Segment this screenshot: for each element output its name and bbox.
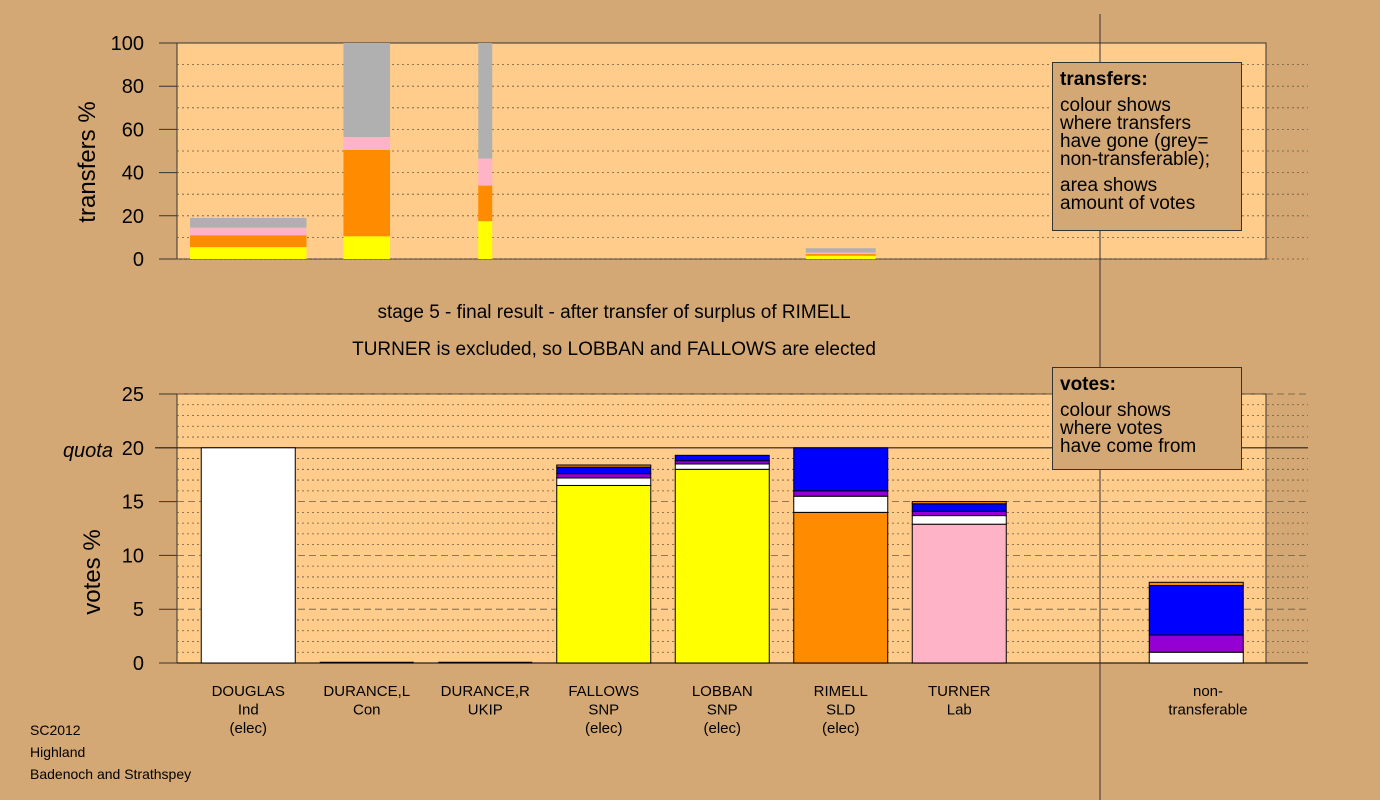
transfers-legend-line: amount of votes — [1060, 193, 1196, 214]
vote-segment — [911, 523, 1007, 664]
vote-segment — [911, 515, 1007, 525]
votes-y-axis: 0 5 10 15 20 25 — [122, 384, 177, 675]
vote-segment — [793, 490, 889, 497]
votes-legend-title: votes: — [1060, 374, 1116, 395]
quota-label: quota — [63, 440, 113, 462]
y-tick-label: 15 — [122, 492, 144, 514]
y-tick-label: 25 — [122, 384, 144, 406]
transfer-segment — [190, 235, 307, 248]
vote-segment — [200, 447, 296, 664]
vote-segment — [674, 468, 770, 664]
votes-legend-line: colour shows — [1060, 400, 1171, 421]
vote-segment — [911, 501, 1007, 505]
vote-segment — [793, 511, 889, 664]
vote-segment — [911, 510, 1007, 517]
candidate-label: transferable — [1168, 702, 1247, 719]
transfer-segment — [805, 254, 876, 256]
candidate-label: DOUGLAS — [212, 683, 285, 700]
transfers-y-axis-label: transfers % — [74, 101, 101, 222]
transfer-segment — [343, 149, 391, 237]
candidate-label: LOBBAN — [692, 683, 753, 700]
vote-segment — [556, 466, 652, 475]
chart-title-line2: TURNER is excluded, so LOBBAN and FALLOW… — [352, 339, 876, 360]
candidate-label: SNP — [588, 702, 619, 719]
candidate-label: non- — [1193, 683, 1223, 700]
transfers-legend-line: where transfers — [1060, 113, 1191, 134]
transfers-legend-line: non-transferable); — [1060, 149, 1210, 170]
y-tick-label: 5 — [133, 599, 144, 621]
transfers-gridlines — [177, 64, 1308, 260]
y-tick-label: 20 — [122, 438, 144, 460]
votes-bars — [200, 447, 1244, 664]
candidate-label: TURNER — [928, 683, 991, 700]
candidate-label: Con — [353, 702, 381, 719]
transfers-legend: transfers: colour shows where transfers … — [1052, 62, 1242, 231]
votes-legend: votes: colour shows where votes have com… — [1052, 367, 1242, 470]
vote-segment — [1148, 634, 1244, 653]
transfers-legend-line: have gone (grey= — [1060, 131, 1209, 152]
candidate-labels: DOUGLASInd(elec)DURANCE,LConDURANCE,RUKI… — [212, 683, 1248, 737]
vote-segment — [793, 447, 889, 492]
votes-legend-line: have come from — [1060, 436, 1197, 457]
y-tick-label: 10 — [122, 545, 144, 567]
candidate-label: UKIP — [468, 702, 503, 719]
transfer-segment — [478, 185, 493, 222]
votes-legend-line: where votes — [1060, 418, 1163, 439]
vote-segment — [556, 464, 652, 468]
vote-segment — [674, 454, 770, 462]
y-tick-label: 60 — [122, 119, 144, 141]
votes-y-axis-label: votes % — [79, 529, 106, 614]
transfer-segment — [190, 247, 307, 259]
candidate-label: SLD — [826, 702, 855, 719]
transfer-segment — [190, 227, 307, 236]
candidate-label: DURANCE,R — [441, 683, 530, 700]
transfer-segment — [478, 158, 493, 186]
vote-segment — [793, 495, 889, 513]
footer-year: SC2012 — [30, 722, 81, 738]
transfers-legend-line: area shows — [1060, 175, 1158, 196]
vote-segment — [1148, 581, 1244, 587]
vote-segment — [556, 484, 652, 664]
transfers-bars — [190, 43, 876, 259]
y-tick-label: 80 — [122, 76, 144, 98]
transfer-segment — [190, 217, 307, 228]
candidate-label: (elec) — [229, 720, 267, 737]
candidate-label: SNP — [707, 702, 738, 719]
candidate-label: (elec) — [703, 720, 741, 737]
y-tick-label: 20 — [122, 206, 144, 228]
transfer-segment — [478, 43, 493, 159]
vote-segment — [911, 503, 1007, 512]
vote-segment — [1148, 585, 1244, 636]
transfer-segment — [343, 236, 391, 259]
candidate-label: Lab — [947, 702, 972, 719]
transfers-legend-title: transfers: — [1060, 69, 1148, 90]
transfer-segment — [343, 136, 391, 150]
y-tick-label: 0 — [133, 653, 144, 675]
transfer-segment — [343, 43, 391, 137]
candidate-label: RIMELL — [814, 683, 868, 700]
transfer-segment — [805, 255, 876, 259]
chart-title-line1: stage 5 - final result - after transfer … — [377, 302, 850, 323]
candidate-label: (elec) — [822, 720, 860, 737]
vote-segment — [1148, 651, 1244, 664]
footer-ward: Badenoch and Strathspey — [30, 766, 192, 782]
footer-region: Highland — [30, 744, 86, 760]
candidate-label: DURANCE,L — [323, 683, 410, 700]
transfers-y-axis: 0 20 40 60 80 100 — [111, 33, 177, 271]
transfer-segment — [478, 221, 493, 259]
transfer-segment — [805, 248, 876, 253]
vote-segment — [556, 473, 652, 479]
vote-segment — [556, 477, 652, 486]
y-tick-label: 40 — [122, 163, 144, 185]
transfers-legend-line: colour shows — [1060, 95, 1171, 116]
candidate-label: Ind — [238, 702, 259, 719]
candidate-label: (elec) — [585, 720, 623, 737]
transfer-segment — [805, 252, 876, 255]
y-tick-label: 0 — [133, 249, 144, 271]
vote-segment — [674, 463, 770, 470]
y-tick-label: 100 — [111, 33, 144, 55]
candidate-label: FALLOWS — [568, 683, 639, 700]
